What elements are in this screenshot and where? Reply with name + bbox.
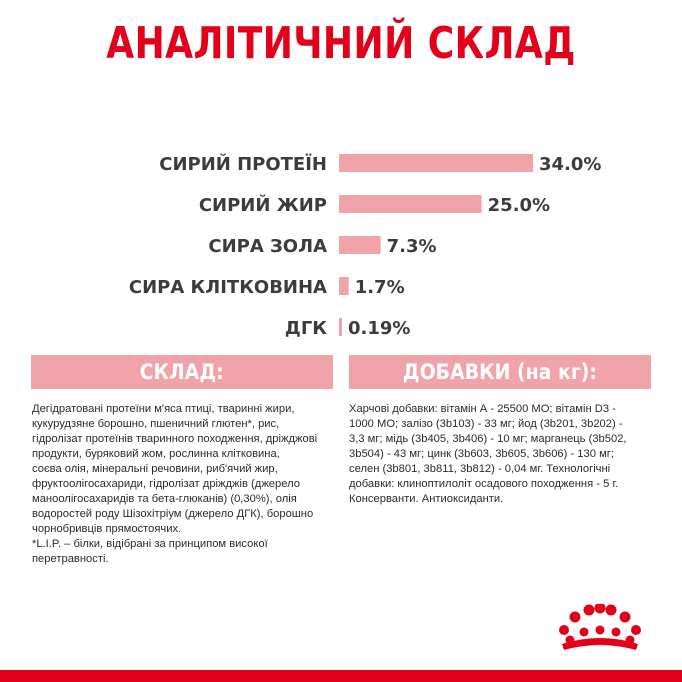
category-label: СИРА ЗОЛА (208, 236, 327, 257)
category-label: ДГК (285, 318, 328, 339)
composition-line: кукурудзяне борошно, пшеничний глютен*, … (32, 418, 280, 430)
value-label: 7.3% (387, 236, 437, 257)
composition-footnote: *L.I.P. – білки, відібрані за принципом … (32, 538, 268, 550)
category-label: СИРИЙ ПРОТЕЇН (159, 153, 327, 175)
composition-line: водоростей роду Шізохітріум (джерело ДГК… (32, 508, 314, 520)
additives-line: селен (3b801, 3b811, 3b812) - 0,04 мг. Т… (349, 463, 611, 475)
bar (339, 154, 533, 172)
additives-line: 1000 МО; залізо (3b103) - 33 мг; йод (3b… (349, 418, 623, 430)
composition-heading: СКЛАД: (31, 355, 333, 389)
additives-line: Консерванти. Антиоксиданти. (349, 493, 504, 505)
composition-line: продукти, буряковий жом, рослинна клітко… (32, 448, 280, 460)
composition-footnote: перетравності. (32, 553, 109, 565)
bar (339, 195, 482, 213)
category-label: СИРИЙ ЖИР (199, 194, 327, 216)
crown-icon (559, 604, 641, 650)
composition-line: Дегідратовані протеїни м'яса птиці, твар… (32, 403, 295, 415)
additives-line: 3,3 мг; мідь (3b405, 3b406) - 10 мг; мар… (349, 433, 627, 445)
additives-line: добавки: клиноптилоліт осадового походже… (349, 478, 619, 490)
additives-text: Харчові добавки: вітамін А - 25500 МО; в… (349, 402, 649, 507)
value-label: 25.0% (488, 195, 550, 216)
additives-heading: ДОБАВКИ (на кг): (349, 355, 651, 389)
composition-line: чорнобривців прямостоячих. (32, 523, 182, 535)
composition-line: соєва олія, мінеральні речовини, риб'ячи… (32, 463, 278, 475)
value-label: 1.7% (355, 277, 405, 298)
composition-line: маноолігосахаридів та бета-глюканів) (0,… (32, 493, 297, 505)
analysis-bar-chart: СИРИЙ ПРОТЕЇН 34.0% СИРИЙ ЖИР 25.0% СИРА ЗОЛ… (129, 153, 602, 339)
value-label: 0.19% (348, 318, 410, 339)
bar (339, 236, 381, 254)
page-title: АНАЛІТИЧНИЙ СКЛАД (106, 18, 576, 69)
composition-line: фруктоолігосахариди, гідролізат дріжджів… (32, 478, 300, 490)
composition-line: гідролізат протеїнів тваринного походжен… (32, 433, 318, 445)
additives-line: Харчові добавки: вітамін А - 25500 МО; в… (349, 403, 616, 415)
bar (339, 318, 342, 336)
category-label: СИРА КЛІТКОВИНА (129, 277, 327, 298)
bar (339, 277, 349, 295)
additives-line: 3b504) - 43 мг; цинк (3b603, 3b605, 3b60… (349, 448, 614, 460)
bottom-brand-bar (0, 670, 682, 682)
composition-text: Дегідратовані протеїни м'яса птиці, твар… (32, 402, 338, 567)
value-label: 34.0% (539, 154, 601, 175)
